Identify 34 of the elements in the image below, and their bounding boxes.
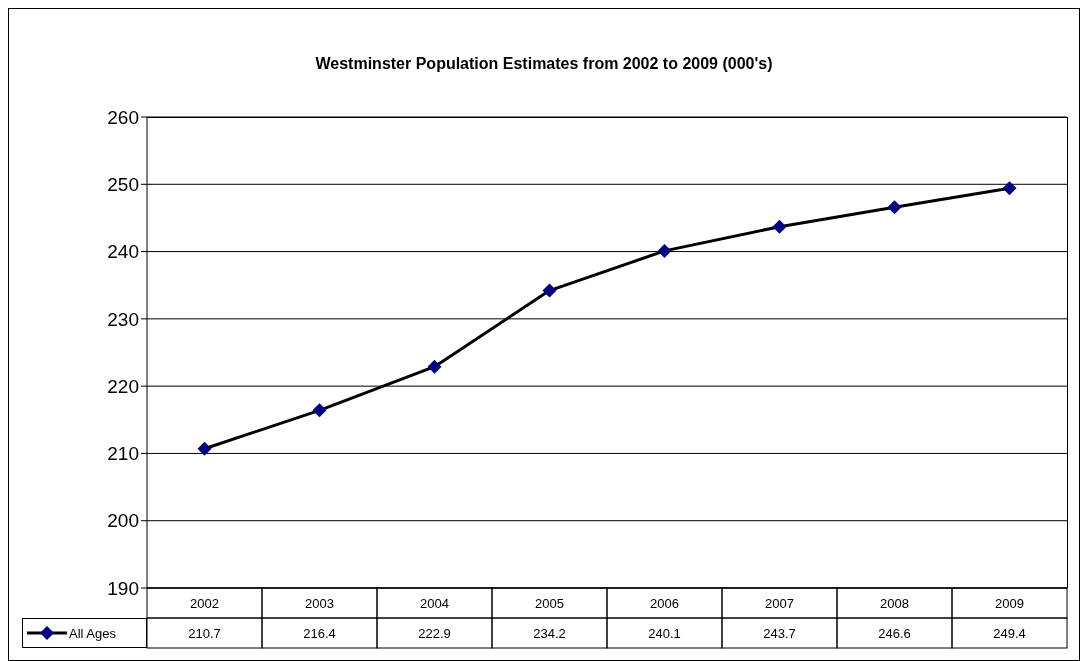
point (772, 219, 787, 234)
y-tick-label: 220 (107, 375, 139, 397)
y-tick-label: 250 (107, 174, 139, 196)
x-tick-label: 2009 (995, 596, 1024, 611)
x-tick-label: 2005 (535, 596, 564, 611)
point (542, 283, 557, 298)
data-label: 216.4 (303, 626, 336, 641)
data-label: 249.4 (993, 626, 1026, 641)
data-label: 246.6 (878, 626, 911, 641)
chart-title: Westminster Population Estimates from 2002 to 2009 (000's) (314, 55, 774, 73)
y-tick-label: 200 (107, 510, 139, 532)
point (197, 441, 212, 456)
x-tick-label: 2007 (765, 596, 794, 611)
point (887, 200, 902, 215)
y-tick-label: 240 (107, 241, 139, 263)
x-tick-label: 2004 (420, 596, 449, 611)
y-tick-label: 230 (107, 308, 139, 330)
legend-label: All Ages (69, 625, 116, 641)
point (427, 359, 442, 374)
data-label: 234.2 (533, 626, 566, 641)
y-tick-label: 260 (107, 106, 139, 128)
x-tick-label: 2006 (650, 596, 679, 611)
data-label: 210.7 (188, 626, 221, 641)
point (1002, 181, 1017, 196)
point (657, 243, 672, 258)
x-tick-label: 2008 (880, 596, 909, 611)
y-tick-label: 210 (107, 443, 139, 465)
data-label: 222.9 (418, 626, 451, 641)
y-tick-label: 190 (107, 577, 139, 599)
x-tick-label: 2003 (305, 596, 334, 611)
data-label: 243.7 (763, 626, 796, 641)
point (312, 403, 327, 418)
data-label: 240.1 (648, 626, 681, 641)
x-tick-label: 2002 (190, 596, 219, 611)
